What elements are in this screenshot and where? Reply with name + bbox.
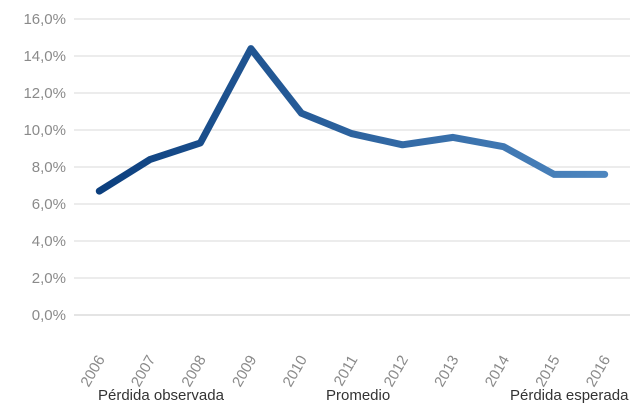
- legend-label-0: Pérdida observada: [98, 387, 225, 403]
- x-tick-label: 2010: [280, 353, 311, 390]
- series-line-0: [95, 45, 609, 195]
- legend-label-1: Promedio: [326, 387, 390, 403]
- y-tick-label: 8,0%: [32, 159, 66, 176]
- series-lines: [95, 45, 609, 223]
- y-tick-label: 16,0%: [23, 11, 66, 28]
- y-tick-label: 2,0%: [32, 270, 66, 287]
- x-tick-label: 2015: [532, 353, 563, 390]
- y-axis: 0,0% 2,0% 4,0% 6,0% 8,0% 10,0% 12,0% 14,0% 16,0%: [23, 11, 66, 324]
- y-tick-label: 12,0%: [23, 85, 66, 102]
- y-tick-label: 4,0%: [32, 233, 66, 250]
- x-tick-label: 2013: [431, 353, 462, 390]
- x-tick-label: 2006: [77, 353, 108, 390]
- x-axis: 2006 2007 2008 2009 2010 2011 2012 2013 2014 2015…: [74, 314, 630, 390]
- legend-label-2: Pérdida esperada: [510, 387, 629, 403]
- legend: Pérdida observada Promedio Pérdida esperad…: [37, 387, 629, 403]
- x-tick-label: 2008: [178, 353, 209, 390]
- x-tick-label: 2014: [482, 353, 513, 390]
- y-tick-label: 6,0%: [32, 196, 66, 213]
- y-tick-label: 10,0%: [23, 122, 66, 139]
- x-tick-label: 2016: [583, 353, 614, 390]
- x-tick-label: 2011: [331, 353, 362, 389]
- x-tick-label: 2012: [381, 353, 412, 390]
- y-tick-label: 0,0%: [32, 307, 66, 324]
- x-tick-label: 2009: [229, 353, 260, 390]
- y-tick-label: 14,0%: [23, 48, 66, 65]
- x-tick-label: 2007: [128, 353, 159, 390]
